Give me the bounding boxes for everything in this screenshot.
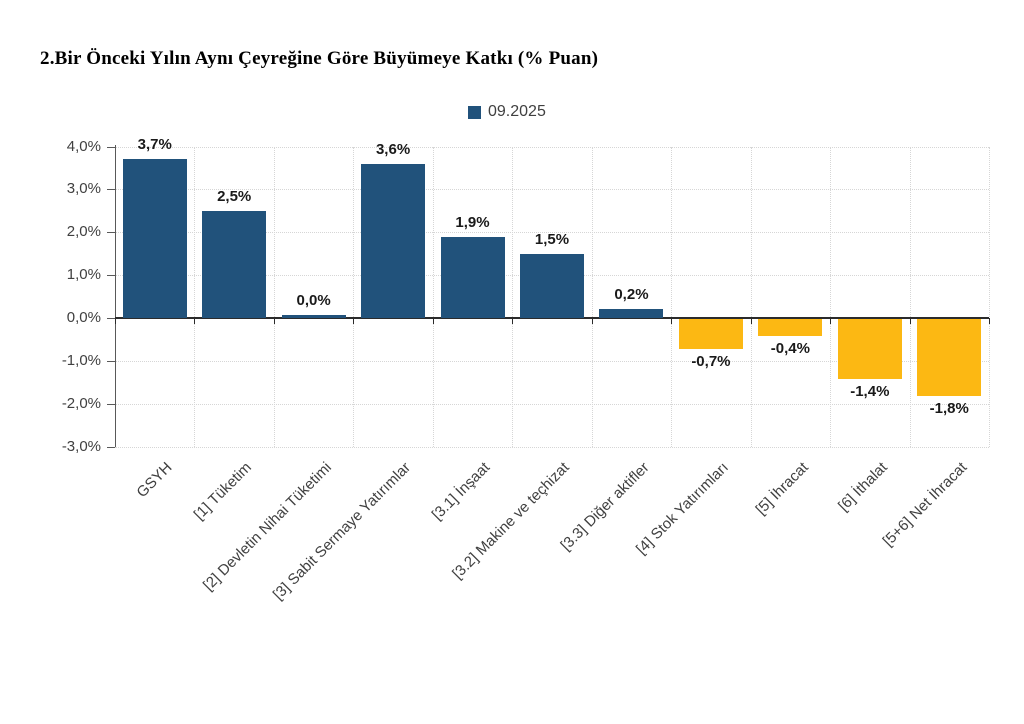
bar-value-label: 0,2% — [614, 286, 649, 304]
y-axis-line — [115, 144, 116, 447]
bar-positive — [202, 210, 267, 318]
x-axis-label: [5] İhracat — [752, 459, 812, 519]
bar-value-label: -0,4% — [770, 340, 810, 358]
legend: 09.2025 — [468, 103, 546, 121]
y-axis-tick — [107, 232, 115, 234]
bar-positive — [122, 159, 187, 318]
bar-positive — [361, 163, 426, 318]
v-gridline — [591, 146, 593, 447]
h-gridline — [115, 360, 989, 362]
y-axis-label: -2,0% — [61, 394, 101, 412]
bar-negative — [758, 319, 823, 337]
x-axis-tick — [273, 318, 275, 324]
bar-negative — [837, 319, 902, 379]
y-axis-tick — [107, 146, 115, 148]
bar-positive — [599, 309, 664, 318]
bar-value-label: -0,7% — [691, 353, 731, 370]
bar-positive — [520, 253, 584, 318]
x-axis-tick — [512, 318, 514, 324]
bar-value-label: 2,5% — [217, 187, 252, 205]
bar-value-label: 3,6% — [375, 140, 411, 158]
bar-value-label: -1,4% — [850, 383, 890, 400]
y-axis-tick — [107, 318, 115, 319]
x-axis-tick — [750, 318, 752, 324]
v-gridline — [750, 146, 752, 447]
h-gridline — [115, 232, 989, 234]
v-gridline — [273, 146, 275, 447]
legend-swatch — [468, 105, 481, 119]
y-axis-label: -3,0% — [61, 437, 101, 455]
bar-value-label: 3,7% — [137, 136, 172, 154]
x-axis-tick — [671, 318, 673, 324]
h-gridline — [115, 189, 989, 191]
y-axis-tick — [107, 275, 115, 277]
x-axis-tick — [353, 318, 355, 324]
v-gridline — [353, 146, 355, 447]
zero-axis-line — [115, 317, 989, 319]
x-axis-label: [5+6] Net İhracat — [879, 459, 971, 550]
v-gridline — [194, 146, 196, 447]
bar-value-label: -1,8% — [929, 400, 969, 418]
x-axis-label: [6] İthalat — [835, 459, 891, 515]
x-axis-tick — [989, 318, 990, 324]
y-axis-label: 4,0% — [66, 137, 101, 155]
h-gridline — [115, 403, 989, 405]
x-axis-tick — [432, 318, 434, 324]
bar-negative — [678, 319, 743, 349]
bar-positive — [281, 315, 346, 318]
x-axis-label: [1] Tüketim — [190, 459, 256, 524]
y-axis-tick — [107, 360, 115, 362]
x-axis-tick — [909, 318, 911, 324]
x-axis-label: [3.1] İnşaat — [429, 459, 494, 524]
v-gridline — [432, 146, 434, 447]
v-gridline — [989, 146, 990, 447]
y-axis-tick — [107, 189, 115, 191]
x-axis-tick — [830, 318, 832, 324]
v-gridline — [671, 146, 673, 447]
y-axis-tick — [107, 403, 115, 405]
y-axis-label: -1,0% — [61, 351, 101, 369]
bar-negative — [917, 319, 982, 397]
x-axis-tick — [591, 318, 593, 324]
h-gridline — [115, 146, 989, 148]
bar-value-label: 0,0% — [296, 292, 331, 309]
chart-title: 2.Bir Önceki Yılın Aynı Çeyreğine Göre B… — [40, 48, 599, 69]
v-gridline — [512, 146, 514, 447]
bar-value-label: 1,5% — [534, 230, 570, 248]
y-axis-label: 2,0% — [66, 223, 101, 241]
y-axis-label: 3,0% — [66, 180, 101, 198]
y-axis-tick — [107, 446, 115, 448]
h-gridline — [115, 446, 989, 448]
bar-positive — [440, 236, 505, 318]
x-axis-label: GSYH — [133, 459, 176, 502]
bar-value-label: 1,9% — [455, 213, 490, 231]
x-axis-tick — [194, 318, 196, 324]
x-axis-label: [2] Devletin Nihai Tüketimi — [199, 459, 335, 595]
y-axis-label: 0,0% — [66, 309, 101, 326]
x-axis-label: [3] Sabit Sermaye Yatırımlar — [269, 459, 415, 604]
y-axis-label: 1,0% — [66, 266, 101, 284]
v-gridline — [830, 146, 832, 447]
x-axis-tick — [115, 318, 116, 324]
legend-label: 09.2025 — [488, 103, 546, 120]
v-gridline — [909, 146, 911, 447]
